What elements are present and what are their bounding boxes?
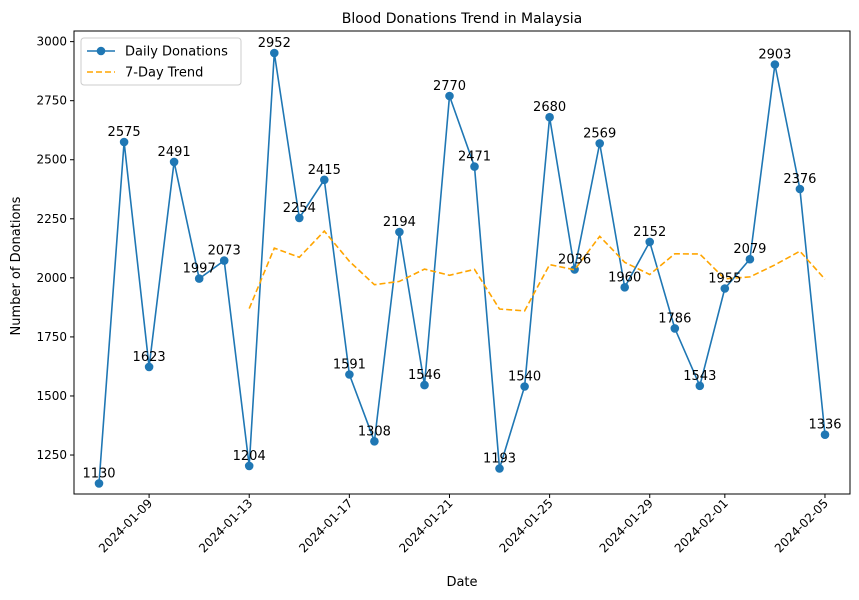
data-label: 2079 (733, 242, 766, 257)
y-tick-label: 2250 (36, 212, 67, 226)
data-point (320, 175, 329, 185)
legend-box (80, 37, 242, 86)
data-point (745, 254, 755, 264)
data-point (520, 382, 529, 391)
data-label: 1336 (808, 418, 841, 433)
data-point (670, 324, 680, 333)
data-label: 1308 (358, 424, 391, 439)
data-label: 1591 (333, 358, 366, 373)
daily-donations-line (98, 52, 826, 484)
y-tick-label: 2750 (36, 94, 67, 108)
data-label: 2415 (308, 163, 341, 178)
data-label: 1193 (483, 452, 516, 467)
data-label: 2491 (158, 145, 191, 160)
data-label: 2073 (208, 244, 241, 259)
data-point (295, 213, 304, 223)
data-point (94, 479, 104, 488)
data-point (395, 227, 404, 237)
data-label: 2575 (108, 125, 141, 140)
series-layer (94, 48, 830, 488)
data-point (445, 91, 454, 101)
trend-line (248, 229, 826, 312)
legend-label: Daily Donations (125, 45, 228, 60)
data-label: 1997 (183, 262, 216, 277)
data-label: 2952 (258, 36, 291, 51)
data-point (420, 380, 429, 390)
y-tick-label: 2500 (36, 153, 67, 167)
data-label: 2680 (533, 100, 566, 115)
data-point (695, 381, 705, 391)
data-label: 1546 (408, 368, 441, 383)
x-axis-label: Date (446, 575, 477, 590)
data-label: 2770 (433, 79, 466, 94)
data-label: 1130 (82, 466, 115, 481)
data-point (169, 157, 179, 167)
data-point (144, 362, 154, 372)
y-tick-label: 1750 (36, 330, 67, 344)
chart-title: Blood Donations Trend in Malaysia (342, 11, 582, 27)
data-point (270, 48, 279, 58)
legend-marker (96, 46, 106, 56)
y-tick-label: 1250 (36, 448, 67, 462)
data-label: 2376 (783, 172, 816, 187)
data-label: 2471 (458, 150, 491, 165)
data-label: 2194 (383, 215, 416, 230)
data-label: 1204 (233, 449, 266, 464)
data-point (370, 437, 379, 446)
axes (73, 30, 851, 495)
data-point (194, 274, 204, 283)
y-tick-label: 1500 (36, 389, 67, 403)
data-point (119, 137, 129, 147)
y-tick-label: 2000 (36, 271, 67, 285)
data-point (495, 464, 504, 473)
data-point (244, 461, 254, 471)
data-point (795, 184, 805, 194)
data-label: 1955 (708, 272, 741, 287)
data-point (820, 430, 830, 440)
data-label: 2152 (633, 225, 666, 240)
data-point (770, 60, 780, 69)
y-tick-label: 3000 (36, 35, 67, 49)
data-label: 2036 (558, 252, 591, 267)
data-label: 1960 (608, 270, 641, 285)
data-point (219, 256, 229, 265)
data-point (345, 370, 354, 379)
data-point (595, 139, 604, 148)
data-label: 2903 (758, 48, 791, 63)
data-point (470, 162, 479, 171)
legend-label: 7-Day Trend (125, 66, 203, 81)
axes-frame (73, 30, 851, 495)
data-point (620, 283, 629, 292)
data-labels: 1130 2575 1623 2491 1997 2073 1204 2952 2254 2415… (82, 36, 841, 481)
data-label: 2254 (283, 201, 316, 216)
y-axis-label: Number of Donations (9, 196, 24, 335)
data-label: 1786 (658, 311, 691, 326)
data-label: 1623 (133, 350, 166, 365)
y-axis: 1250 1500 1750 2000 2250 2500 2750 3000 (36, 35, 74, 462)
data-label: 1540 (508, 370, 541, 385)
data-point (720, 284, 730, 293)
data-label: 2569 (583, 126, 616, 141)
data-point (545, 112, 554, 122)
legend: Daily Donations 7-Day Trend (80, 37, 242, 86)
data-label: 1543 (683, 369, 716, 384)
data-point (645, 237, 654, 247)
